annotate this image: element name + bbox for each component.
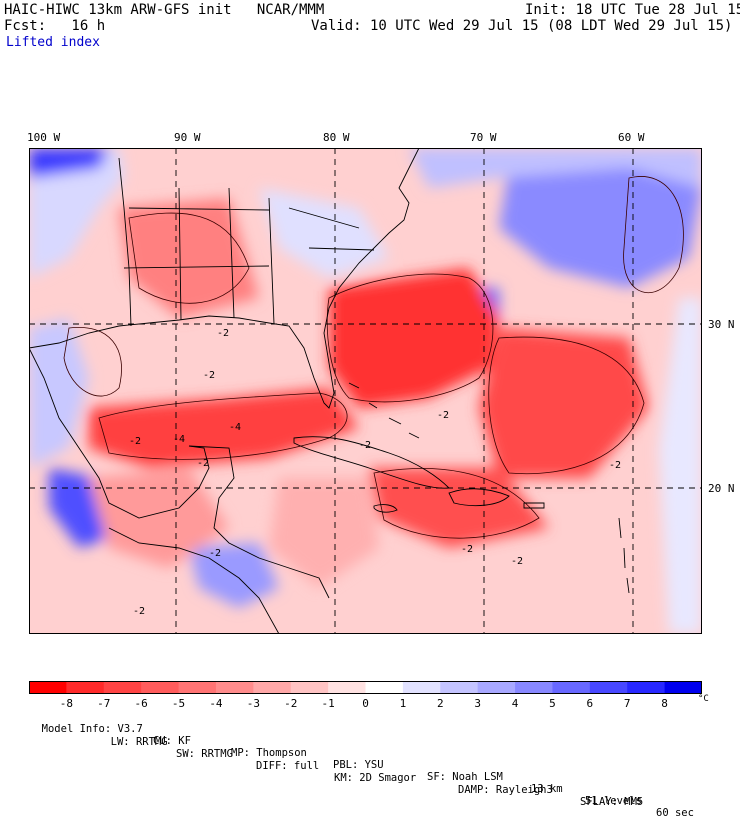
colorbar-cell [178, 681, 217, 694]
pbl-scheme: PBL: YSU [333, 759, 384, 771]
contour-label: -4 [173, 434, 185, 445]
colorbar-cell [29, 681, 67, 694]
km-option: KM: 2D Smagor [334, 772, 417, 784]
colorbar-tick-label: 7 [623, 697, 631, 710]
colorbar-tick-label: 5 [549, 697, 556, 710]
surface-layer: SFLAY: MM5 [580, 796, 644, 808]
colorbar-tick-label: -1 [321, 697, 335, 710]
colorbar-cell [66, 681, 105, 694]
field-name: Lifted index [6, 35, 100, 50]
contour-label: -2 [203, 370, 215, 381]
contour-label: -2 [461, 544, 473, 555]
colorbar-tick-label: -7 [97, 697, 111, 710]
colorbar-cell [589, 681, 628, 694]
contour-label: -2 [197, 458, 209, 469]
init-time: Init: 18 UTC Tue 28 Jul 15 [525, 2, 740, 18]
lifted-index-map: -2 -4 -2 -2 -4 -2 -2 -2 -2 -2 -2 -2 -2 [29, 148, 702, 634]
colorbar-cell [477, 681, 516, 694]
lat-label-20n: 20 N [708, 482, 735, 495]
longwave-scheme: LW: RRTMG [110, 736, 168, 748]
colorbar-tick-label: 2 [436, 697, 444, 710]
colorbar-tick-label: 4 [511, 697, 519, 710]
colorbar-cell [215, 681, 254, 694]
colorbar-cell [141, 681, 180, 694]
colorbar-tick-label: 8 [661, 697, 668, 710]
colorbar-cell [290, 681, 329, 694]
colorbar-tick-label: -6 [134, 697, 148, 710]
colorbar-tick-label: 0 [362, 697, 369, 710]
contour-label: -2 [609, 460, 621, 471]
colorbar-tick-label: -2 [284, 697, 298, 710]
contour-label: -2 [437, 410, 449, 421]
shortwave-scheme: SW: RRTMG [176, 748, 233, 760]
colorbar [29, 681, 702, 694]
lon-label-80w: 80 W [323, 131, 350, 144]
contour-label: -2 [511, 556, 523, 567]
microphysics-scheme: MP: Thompson [231, 747, 307, 759]
damping: DAMP: Rayleigh3 [458, 784, 553, 796]
colorbar-tick-label: 1 [399, 697, 407, 710]
lon-label-70w: 70 W [470, 131, 497, 144]
contour-label: -2 [359, 440, 371, 451]
colorbar-tick-label: -4 [209, 697, 223, 710]
coastlines-borders [29, 148, 630, 634]
colorbar-tick-label: 3 [474, 697, 481, 710]
colorbar-cell [627, 681, 666, 694]
model-info-line-2: LW: RRTMG SW: RRTMG DIFF: full KM: 2D Sm… [98, 724, 644, 808]
model-version: Model Info: V3.7 [41, 723, 143, 735]
colorbar-cell [552, 681, 591, 694]
colorbar-tick-label: -3 [246, 697, 260, 710]
timestep: 60 sec [656, 807, 694, 819]
model-title: HAIC-HIWC 13km ARW-GFS init NCAR/MMM [4, 2, 325, 18]
lat-lon-grid [29, 148, 702, 634]
contour-label: -2 [133, 606, 145, 617]
contour-label-group: -2 -4 -2 -2 -4 -2 -2 -2 -2 -2 -2 -2 -2 [129, 328, 621, 617]
colorbar-tick-label: 6 [586, 697, 594, 710]
colorbar-cell [253, 681, 292, 694]
colorbar-cell [103, 681, 142, 694]
contour-label: -2 [217, 328, 229, 339]
colorbar-cell [365, 681, 404, 694]
lon-label-60w: 60 W [618, 131, 645, 144]
lat-label-30n: 30 N [708, 318, 735, 331]
colorbar-cell [328, 681, 366, 694]
field-shading [29, 148, 702, 634]
colorbar-cell [440, 681, 479, 694]
contour-label: -2 [129, 436, 141, 447]
colorbar-cell [664, 681, 702, 694]
colorbar-unit: °C [698, 694, 709, 704]
colorbar-tick-label: -8 [59, 697, 73, 710]
valid-time: Valid: 10 UTC Wed 29 Jul 15 (08 LDT Wed … [311, 18, 733, 34]
colorbar-cell [402, 681, 441, 694]
colorbar-cell [515, 681, 553, 694]
colorbar-tick-label: -5 [171, 697, 186, 710]
contour-label: -4 [229, 422, 241, 433]
contour-label: -2 [209, 548, 221, 559]
forecast-hour: Fcst: 16 h [4, 18, 106, 34]
lon-label-90w: 90 W [174, 131, 201, 144]
diffusion: DIFF: full [256, 760, 320, 772]
lon-label-100w: 100 W [27, 131, 61, 144]
surface-scheme: SF: Noah LSM [427, 771, 503, 783]
contour-lines-visible [63, 176, 684, 539]
